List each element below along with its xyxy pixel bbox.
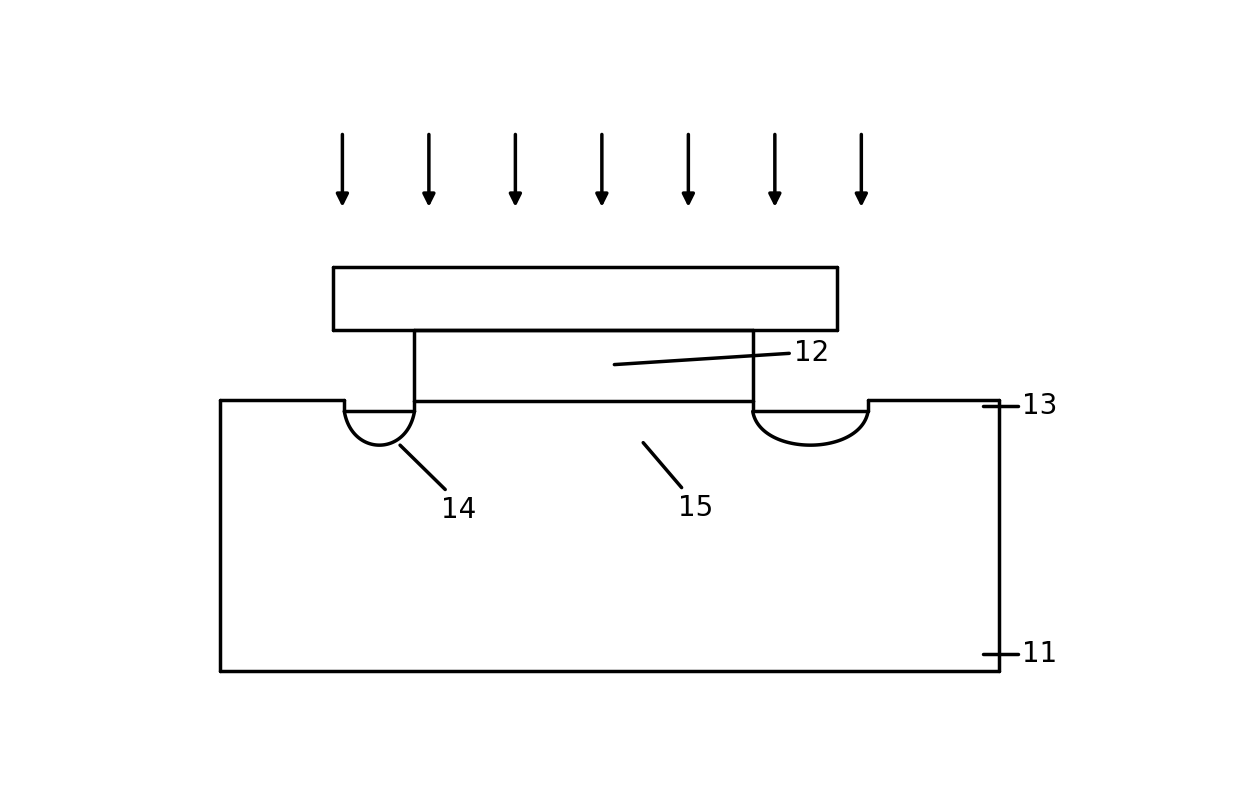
Text: 15: 15: [678, 494, 713, 521]
Text: 11: 11: [1022, 641, 1056, 668]
Text: 13: 13: [1022, 392, 1058, 420]
Text: 14: 14: [441, 496, 476, 524]
Text: 12: 12: [794, 339, 830, 367]
